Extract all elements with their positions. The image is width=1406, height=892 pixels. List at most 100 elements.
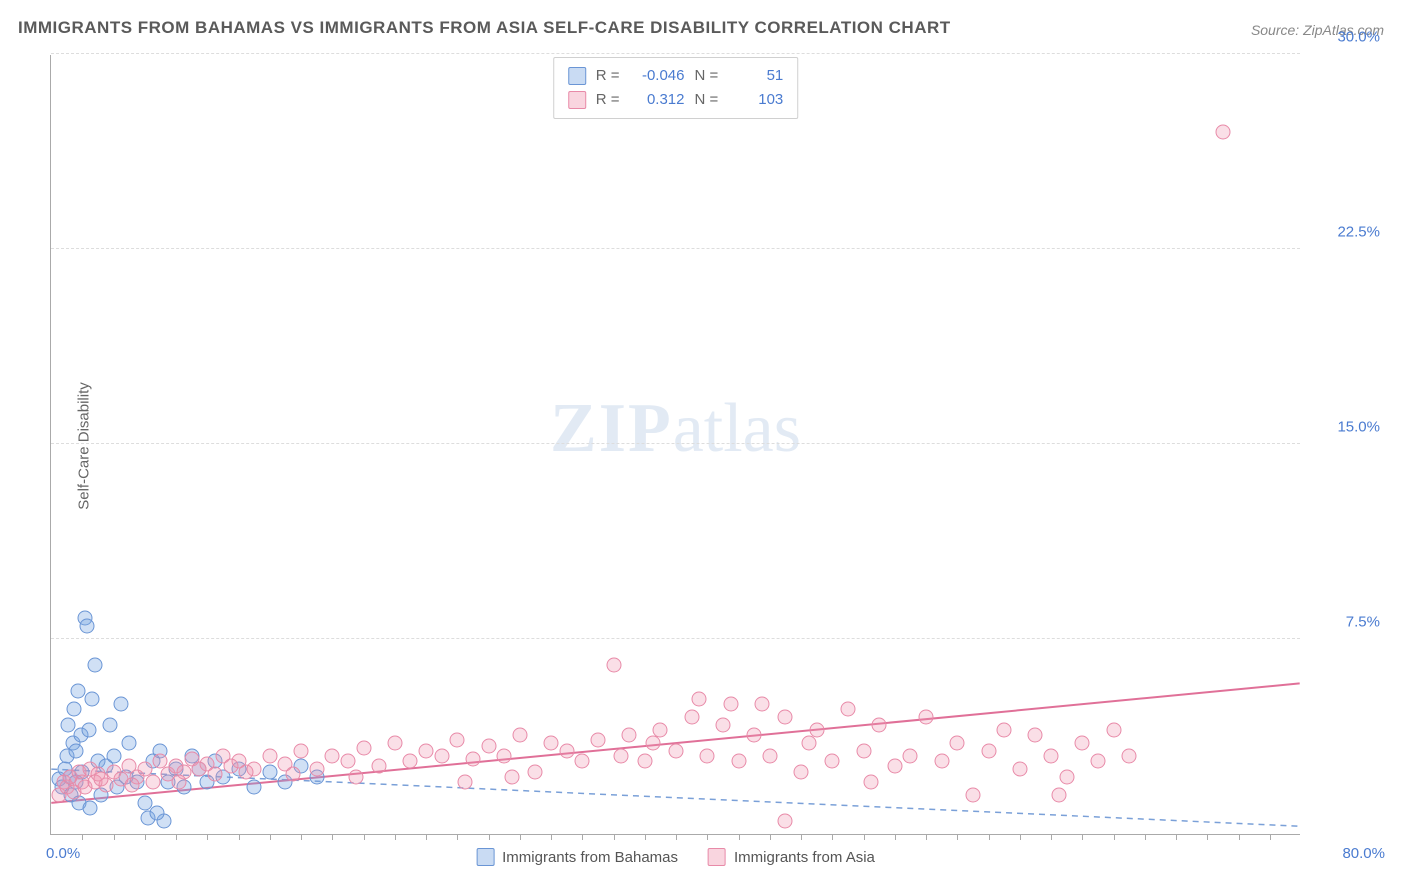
data-point [286,767,301,782]
x-tick-mark [457,834,458,840]
data-point [114,697,129,712]
data-point [575,754,590,769]
x-tick-mark [926,834,927,840]
trend-lines-svg [51,55,1300,834]
data-point [481,738,496,753]
data-point [794,764,809,779]
data-point [1028,728,1043,743]
data-point [70,684,85,699]
x-tick-mark [1207,834,1208,840]
data-point [692,691,707,706]
x-tick-mark [832,834,833,840]
x-tick-mark [739,834,740,840]
data-point [981,743,996,758]
gridline [51,248,1300,249]
x-tick-mark [207,834,208,840]
source-prefix: Source: [1251,22,1303,38]
data-point [1075,736,1090,751]
data-point [69,743,84,758]
data-point [67,702,82,717]
x-tick-mark [520,834,521,840]
data-point [606,658,621,673]
data-point [145,775,160,790]
asia-n-value: 103 [728,88,783,112]
data-point [512,728,527,743]
x-tick-mark [395,834,396,840]
x-tick-mark [895,834,896,840]
asia-r-value: 0.312 [630,88,685,112]
x-tick-mark [770,834,771,840]
data-point [778,814,793,829]
data-point [700,749,715,764]
data-point [504,769,519,784]
data-point [637,754,652,769]
data-point [864,775,879,790]
x-tick-mark [270,834,271,840]
x-tick-mark [239,834,240,840]
data-point [645,736,660,751]
data-point [87,658,102,673]
data-point [754,697,769,712]
label-n: N = [695,64,719,88]
data-point [419,743,434,758]
data-point [809,723,824,738]
legend-row-asia: R = 0.312 N = 103 [568,88,784,112]
data-point [801,736,816,751]
data-point [919,710,934,725]
data-point [81,723,96,738]
x-tick-mark [1239,834,1240,840]
watermark-rest: atlas [673,390,801,467]
x-tick-mark [1020,834,1021,840]
data-point [172,775,187,790]
legend-item-asia: Immigrants from Asia [708,848,875,866]
data-point [825,754,840,769]
data-point [372,759,387,774]
data-point [262,749,277,764]
data-point [965,788,980,803]
data-point [715,717,730,732]
data-point [887,759,902,774]
data-point [458,775,473,790]
watermark: ZIPatlas [550,389,801,469]
x-tick-mark [1114,834,1115,840]
data-point [747,728,762,743]
x-tick-mark [645,834,646,840]
swatch-blue [476,848,494,866]
legend-label-bahamas: Immigrants from Bahamas [502,849,678,866]
data-point [614,749,629,764]
data-point [94,772,109,787]
data-point [325,749,340,764]
data-point [497,749,512,764]
x-tick-min: 0.0% [46,845,80,862]
label-r: R = [596,64,620,88]
x-tick-mark [176,834,177,840]
data-point [150,806,165,821]
data-point [1051,788,1066,803]
x-tick-mark [332,834,333,840]
data-point [387,736,402,751]
data-point [84,691,99,706]
x-tick-mark [301,834,302,840]
data-point [403,754,418,769]
x-tick-max: 80.0% [1342,845,1385,862]
data-point [1012,762,1027,777]
data-point [669,743,684,758]
trend-line [51,769,1299,826]
data-point [356,741,371,756]
data-point [559,743,574,758]
data-point [83,801,98,816]
data-point [340,754,355,769]
data-point [309,762,324,777]
data-point [934,754,949,769]
scatter-plot: ZIPatlas R = -0.046 N = 51 R = 0.312 N =… [50,55,1300,835]
data-point [1106,723,1121,738]
data-point [106,749,121,764]
data-point [208,767,223,782]
data-point [1090,754,1105,769]
data-point [950,736,965,751]
data-point [1059,769,1074,784]
x-tick-mark [801,834,802,840]
legend-item-bahamas: Immigrants from Bahamas [476,848,678,866]
data-point [723,697,738,712]
y-tick-label: 22.5% [1310,224,1380,241]
